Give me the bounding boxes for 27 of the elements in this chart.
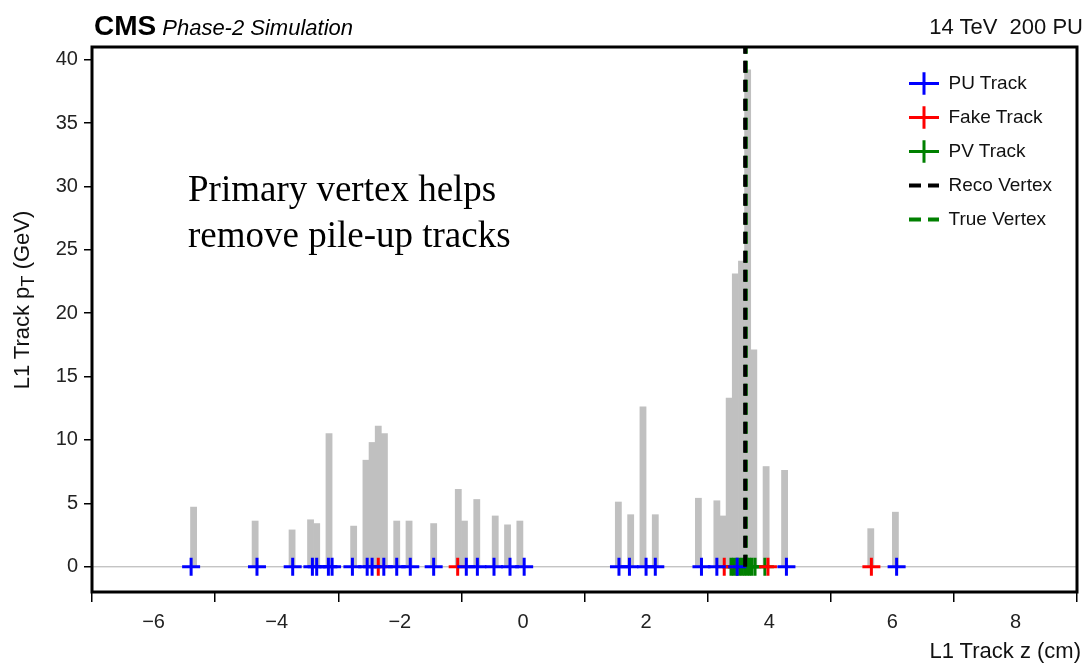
text: 14 TeV 200 PU	[929, 14, 1083, 40]
legend-label: Reco Vertex	[948, 173, 1053, 195]
y-tick-label: 0	[66, 554, 78, 577]
legend-label: Fake Track	[948, 105, 1043, 127]
y-tick-label: 25	[55, 237, 78, 260]
legend-label: True Vertex	[948, 207, 1047, 229]
legend-label: PU Track	[948, 71, 1028, 93]
x-tick-label: 6	[886, 609, 898, 632]
chart-subtitle: Phase-2 Simulation	[162, 15, 354, 40]
y-tick-label: 5	[66, 490, 78, 513]
x-axis-title: L1 Track z (cm)	[929, 638, 1081, 664]
legend-label: PV Track	[948, 139, 1027, 161]
y-tick-label: 20	[55, 300, 78, 323]
y-tick-label: 35	[55, 110, 78, 133]
x-tick-label: −4	[265, 609, 289, 632]
x-tick-label: −6	[142, 609, 165, 632]
chart-title: CMS	[94, 10, 157, 41]
x-tick-label: 4	[763, 609, 775, 632]
x-tick-label: 0	[517, 609, 529, 632]
x-tick-label: 2	[640, 609, 652, 632]
y-tick-label: 30	[55, 173, 78, 196]
x-tick-label: 8	[1009, 609, 1021, 632]
annotation: Primary vertex helps remove pile-up tracks	[188, 167, 512, 257]
y-tick-label: 10	[55, 427, 78, 450]
y-tick-label: 15	[55, 364, 78, 387]
y-tick-label: 40	[55, 47, 78, 70]
x-tick-label: −2	[388, 609, 412, 632]
